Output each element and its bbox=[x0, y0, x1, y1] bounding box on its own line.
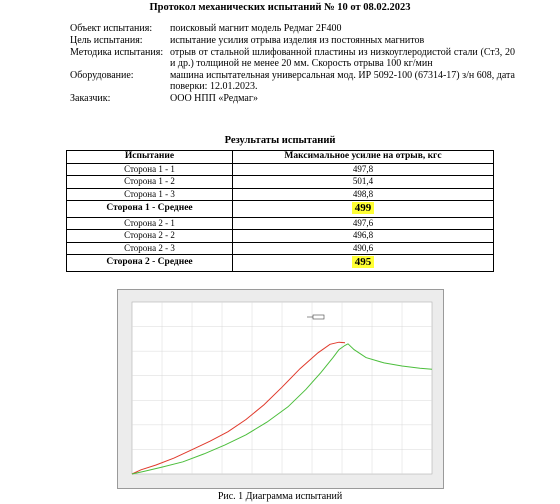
series-line-2 bbox=[131, 343, 433, 475]
info-label: Методика испытания: bbox=[70, 47, 164, 58]
test-name-cell: Сторона 1 - 1 bbox=[66, 162, 233, 176]
table-row: Сторона 2 - 3 490,6 bbox=[66, 241, 494, 255]
test-name-cell: Сторона 2 - 2 bbox=[66, 229, 233, 243]
table-row: Сторона 1 - 3 498,8 bbox=[66, 187, 494, 201]
info-value: поисковый магнит модель Редмаг 2F400 bbox=[170, 23, 342, 34]
force-value-cell: 497,8 bbox=[232, 162, 494, 176]
info-value: испытание усилия отрыва изделия из посто… bbox=[170, 35, 425, 46]
test-name-cell: Сторона 1 - 2 bbox=[66, 175, 233, 189]
test-diagram bbox=[117, 289, 444, 489]
figure-caption: Рис. 1 Диаграмма испытаний bbox=[217, 491, 343, 502]
info-row-customer: Заказчик: ООО НПП «Редмаг» bbox=[70, 93, 515, 104]
series-line-1 bbox=[131, 341, 346, 475]
results-title: Результаты испытаний bbox=[224, 135, 336, 146]
force-value-cell: 495 bbox=[232, 254, 494, 272]
force-value-cell: 498,8 bbox=[232, 187, 494, 201]
table-row: Сторона 2 - 1 497,6 bbox=[66, 216, 494, 230]
force-value-cell: 490,6 bbox=[232, 241, 494, 255]
info-label: Оборудование: bbox=[70, 70, 134, 81]
info-label: Объект испытания: bbox=[70, 23, 153, 34]
document-title: Протокол механических испытаний № 10 от … bbox=[149, 2, 411, 13]
table-row: Сторона 1 - 2 501,4 bbox=[66, 175, 494, 189]
table-row: Сторона 1 - 1 497,8 bbox=[66, 162, 494, 176]
test-name-cell: Сторона 2 - 3 bbox=[66, 241, 233, 255]
table-row-average: Сторона 2 - Среднее 495 bbox=[66, 254, 494, 272]
diagram-plot bbox=[131, 301, 433, 475]
results-table: Испытание Максимальное усилие на отрыв, … bbox=[66, 150, 494, 272]
test-name-cell: Сторона 2 - Среднее bbox=[66, 254, 233, 272]
average-value-highlight: 499 bbox=[351, 201, 375, 214]
grid-lines bbox=[132, 302, 432, 474]
column-header-test: Испытание bbox=[66, 150, 233, 164]
table-row: Сторона 2 - 2 496,8 bbox=[66, 229, 494, 243]
force-value-cell: 496,8 bbox=[232, 229, 494, 243]
data-series bbox=[131, 341, 433, 475]
average-value-highlight: 495 bbox=[351, 255, 375, 268]
peak-marker bbox=[307, 314, 325, 320]
info-row-method: Методика испытания: отрыв от стальной шл… bbox=[70, 47, 515, 69]
table-row-average: Сторона 1 - Среднее 499 bbox=[66, 200, 494, 218]
info-row-equipment: Оборудование: машина испытательная униве… bbox=[70, 70, 515, 92]
test-name-cell: Сторона 1 - 3 bbox=[66, 187, 233, 201]
test-name-cell: Сторона 1 - Среднее bbox=[66, 200, 233, 218]
column-header-force: Максимальное усилие на отрыв, кгс bbox=[232, 150, 494, 164]
info-label: Цель испытания: bbox=[70, 35, 143, 46]
info-value: машина испытательная универсальная мод. … bbox=[170, 70, 515, 92]
test-name-cell: Сторона 2 - 1 bbox=[66, 216, 233, 230]
info-row-object: Объект испытания: поисковый магнит модел… bbox=[70, 23, 515, 34]
info-label: Заказчик: bbox=[70, 93, 111, 104]
test-info: Объект испытания: поисковый магнит модел… bbox=[70, 23, 515, 105]
table-header-row: Испытание Максимальное усилие на отрыв, … bbox=[66, 150, 494, 164]
info-row-purpose: Цель испытания: испытание усилия отрыва … bbox=[70, 35, 515, 46]
force-value-cell: 499 bbox=[232, 200, 494, 218]
info-value: отрыв от стальной шлифованной пластины и… bbox=[170, 47, 515, 69]
info-value: ООО НПП «Редмаг» bbox=[170, 93, 258, 104]
force-value-cell: 497,6 bbox=[232, 216, 494, 230]
force-value-cell: 501,4 bbox=[232, 175, 494, 189]
